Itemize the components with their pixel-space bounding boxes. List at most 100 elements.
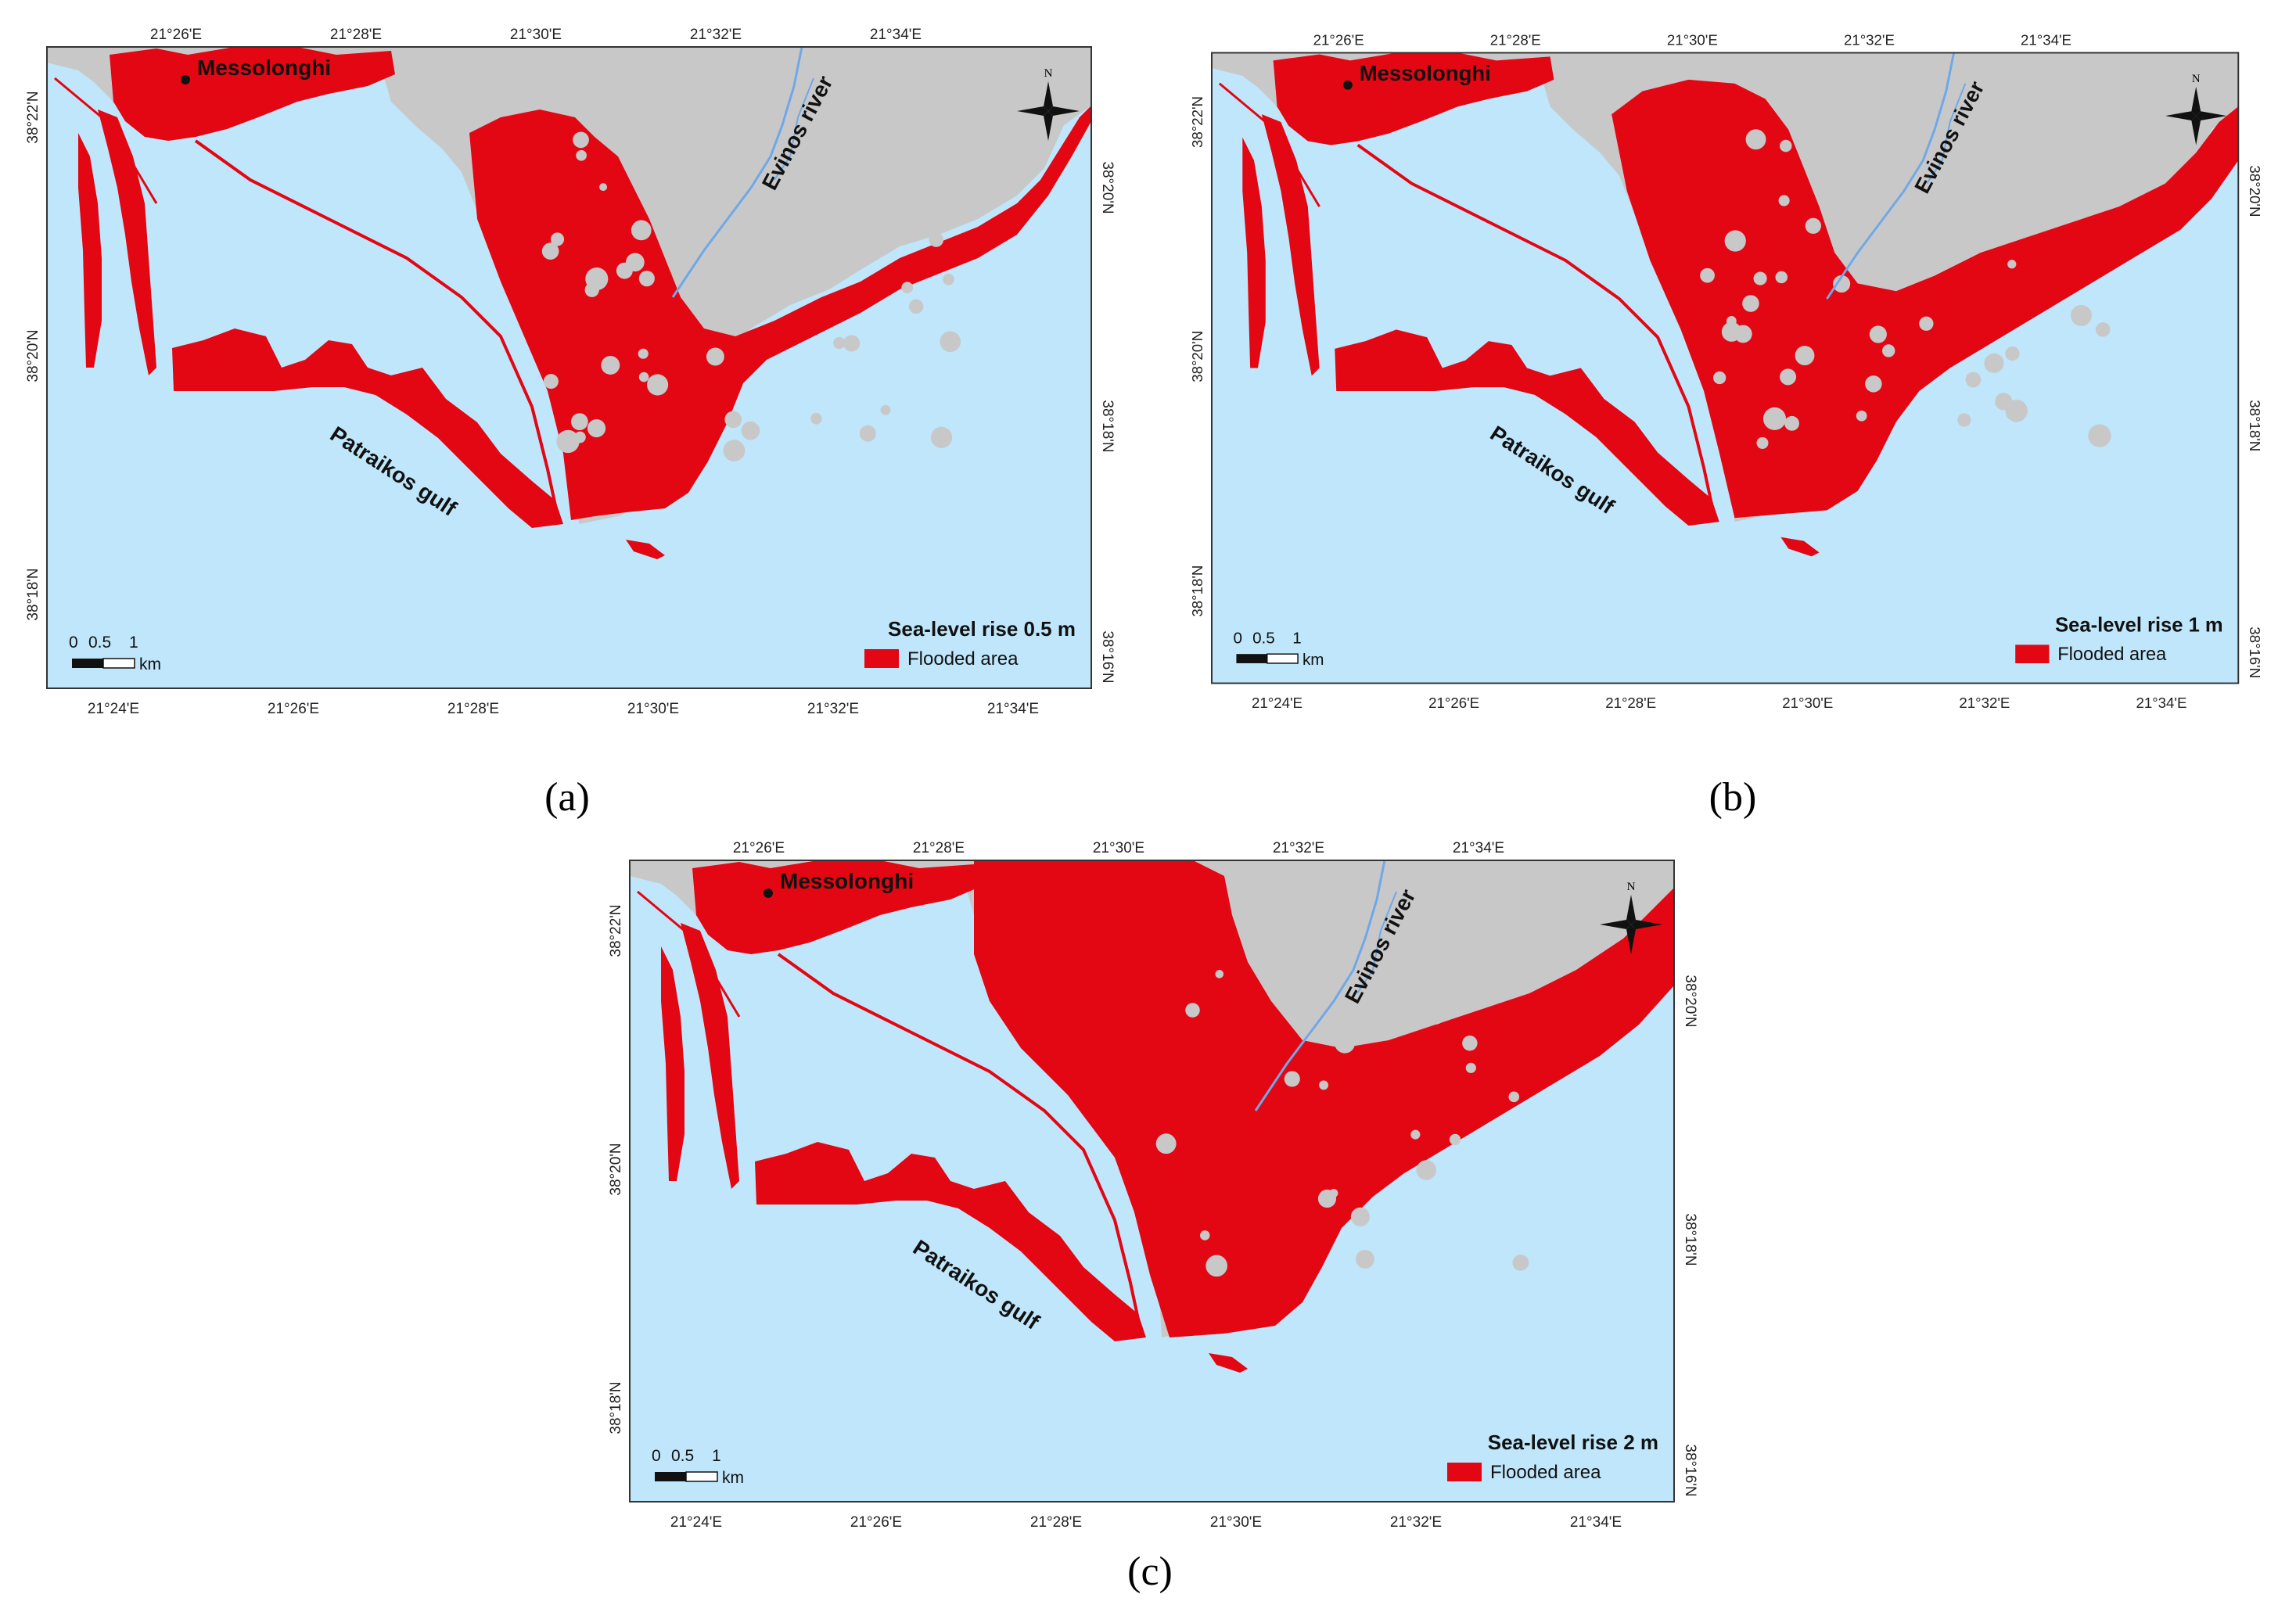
land-patch <box>584 282 599 297</box>
river-line <box>1926 83 1967 185</box>
land-patch <box>810 412 822 425</box>
scale-tick-label: 0.5 <box>1252 629 1275 647</box>
bottom-tick-label: 21°30'E <box>1782 695 1833 711</box>
flooded-area-shape <box>755 1142 1146 1341</box>
land-patch <box>2007 260 2017 269</box>
bottom-tick-label: 21°28'E <box>1030 1514 1082 1531</box>
caption-b: (b) <box>1709 775 1757 820</box>
river-line <box>1356 891 1397 994</box>
right-tick-label: 38°20'N <box>1099 161 1116 214</box>
top-tick-label: 21°28'E <box>1490 32 1541 48</box>
land-patch <box>1205 1255 1228 1277</box>
channel-line <box>1356 143 1717 522</box>
land-patch <box>1865 375 1882 393</box>
north-arrow-icon: N <box>1017 67 1080 141</box>
left-tick-label: 38°18'N <box>608 1381 624 1434</box>
land-patch <box>1775 271 1788 284</box>
scale-tick-label: 0 <box>652 1447 661 1465</box>
scale-unit-label: km <box>139 655 161 673</box>
top-tick-label: 21°32'E <box>690 27 742 43</box>
land-patch <box>1355 1249 1374 1269</box>
bottom-tick-label: 21°28'E <box>1605 695 1656 711</box>
land-patch <box>1449 1133 1461 1146</box>
land-patch <box>1508 1091 1520 1103</box>
land-patch <box>2088 424 2111 447</box>
left-tick-label: 38°20'N <box>25 329 41 382</box>
land-patch <box>1762 407 1787 430</box>
land-patch <box>1726 316 1737 326</box>
legend-swatch <box>864 649 899 668</box>
land-patch <box>1335 1032 1356 1054</box>
land-patch <box>943 273 954 285</box>
flooded-area-shape <box>1780 537 1820 557</box>
land-patch <box>601 355 620 375</box>
top-tick-label: 21°28'E <box>330 27 382 43</box>
scale-bar-black <box>655 1472 686 1481</box>
land-patch <box>1350 1207 1370 1226</box>
land-patch <box>1882 344 1895 357</box>
map-body <box>630 860 1674 1502</box>
top-tick-label: 21°26'E <box>1313 32 1364 48</box>
bottom-tick-label: 21°32'E <box>1959 695 2010 711</box>
land-patch <box>1512 1254 1529 1271</box>
bottom-tick-label: 21°32'E <box>1390 1514 1442 1531</box>
flooded-area-shape <box>1335 329 1719 526</box>
land-patch <box>550 232 565 246</box>
map-body <box>1211 52 2239 684</box>
map-panel-a: 21°26'E 21°28'E 21°30'E 21°32'E 21°34'E 21°24… <box>0 0 1150 820</box>
north-arrow-icon: N <box>1600 881 1662 954</box>
land-patch <box>901 282 914 294</box>
land-patch <box>764 236 776 247</box>
top-tick-label: 21°34'E <box>870 27 922 43</box>
scale-bar-white <box>102 658 135 669</box>
river-line <box>1826 52 1956 300</box>
top-tick-label: 21°30'E <box>1667 32 1718 48</box>
north-label: N <box>1627 881 1636 893</box>
land-patch <box>1185 1003 1200 1018</box>
flooded-area-shape <box>1209 1353 1248 1373</box>
scale-tick-label: 0 <box>1234 629 1242 647</box>
bottom-tick-label: 21°26'E <box>1428 695 1479 711</box>
land-patch <box>2005 346 2020 361</box>
land-patch <box>1734 325 1752 343</box>
scale-unit-label: km <box>1303 651 1324 669</box>
land-patch <box>836 232 860 256</box>
land-patch <box>2067 152 2086 171</box>
land-patch <box>2070 304 2092 326</box>
land-patch <box>541 242 559 260</box>
flooded-area-shape <box>98 110 156 375</box>
land-patch <box>718 249 735 265</box>
land-patch <box>815 220 827 231</box>
land-patch <box>1215 970 1224 978</box>
flooded-area-shape <box>1261 114 1320 376</box>
land-patch <box>1465 1062 1476 1073</box>
land-patch <box>1784 415 1799 431</box>
legend-title: Sea-level rise 0.5 m <box>888 617 1076 641</box>
flooded-area-shape <box>1612 79 2239 519</box>
land-patch <box>859 425 876 442</box>
bottom-tick-label: 21°28'E <box>447 701 499 717</box>
scale-bar-white <box>685 1471 718 1482</box>
land-patch <box>1410 1129 1421 1140</box>
land-patch <box>2095 322 2111 337</box>
caption-a: (a) <box>544 775 590 820</box>
right-tick-label: 38°20'N <box>1682 975 1698 1027</box>
land-patch <box>626 253 645 272</box>
land-patch <box>1745 129 1766 150</box>
legend-swatch <box>2015 644 2050 663</box>
flooded-area-shape <box>469 106 1091 520</box>
land-patch <box>1856 410 1867 422</box>
city-label: Messolonghi <box>1360 61 1491 85</box>
channel-line <box>637 890 741 1018</box>
land-patch <box>742 312 753 322</box>
land-patch <box>724 271 738 284</box>
scale-bar-black <box>1236 654 1267 663</box>
land-patch <box>599 183 608 192</box>
bottom-tick-label: 21°34'E <box>2136 695 2186 711</box>
land-patch <box>1869 325 1887 343</box>
land-patch <box>741 421 760 440</box>
land-patch <box>930 426 953 448</box>
bottom-tick-label: 21°30'E <box>1210 1514 1262 1531</box>
land-patch <box>1863 135 1873 145</box>
land-patch <box>631 220 652 241</box>
